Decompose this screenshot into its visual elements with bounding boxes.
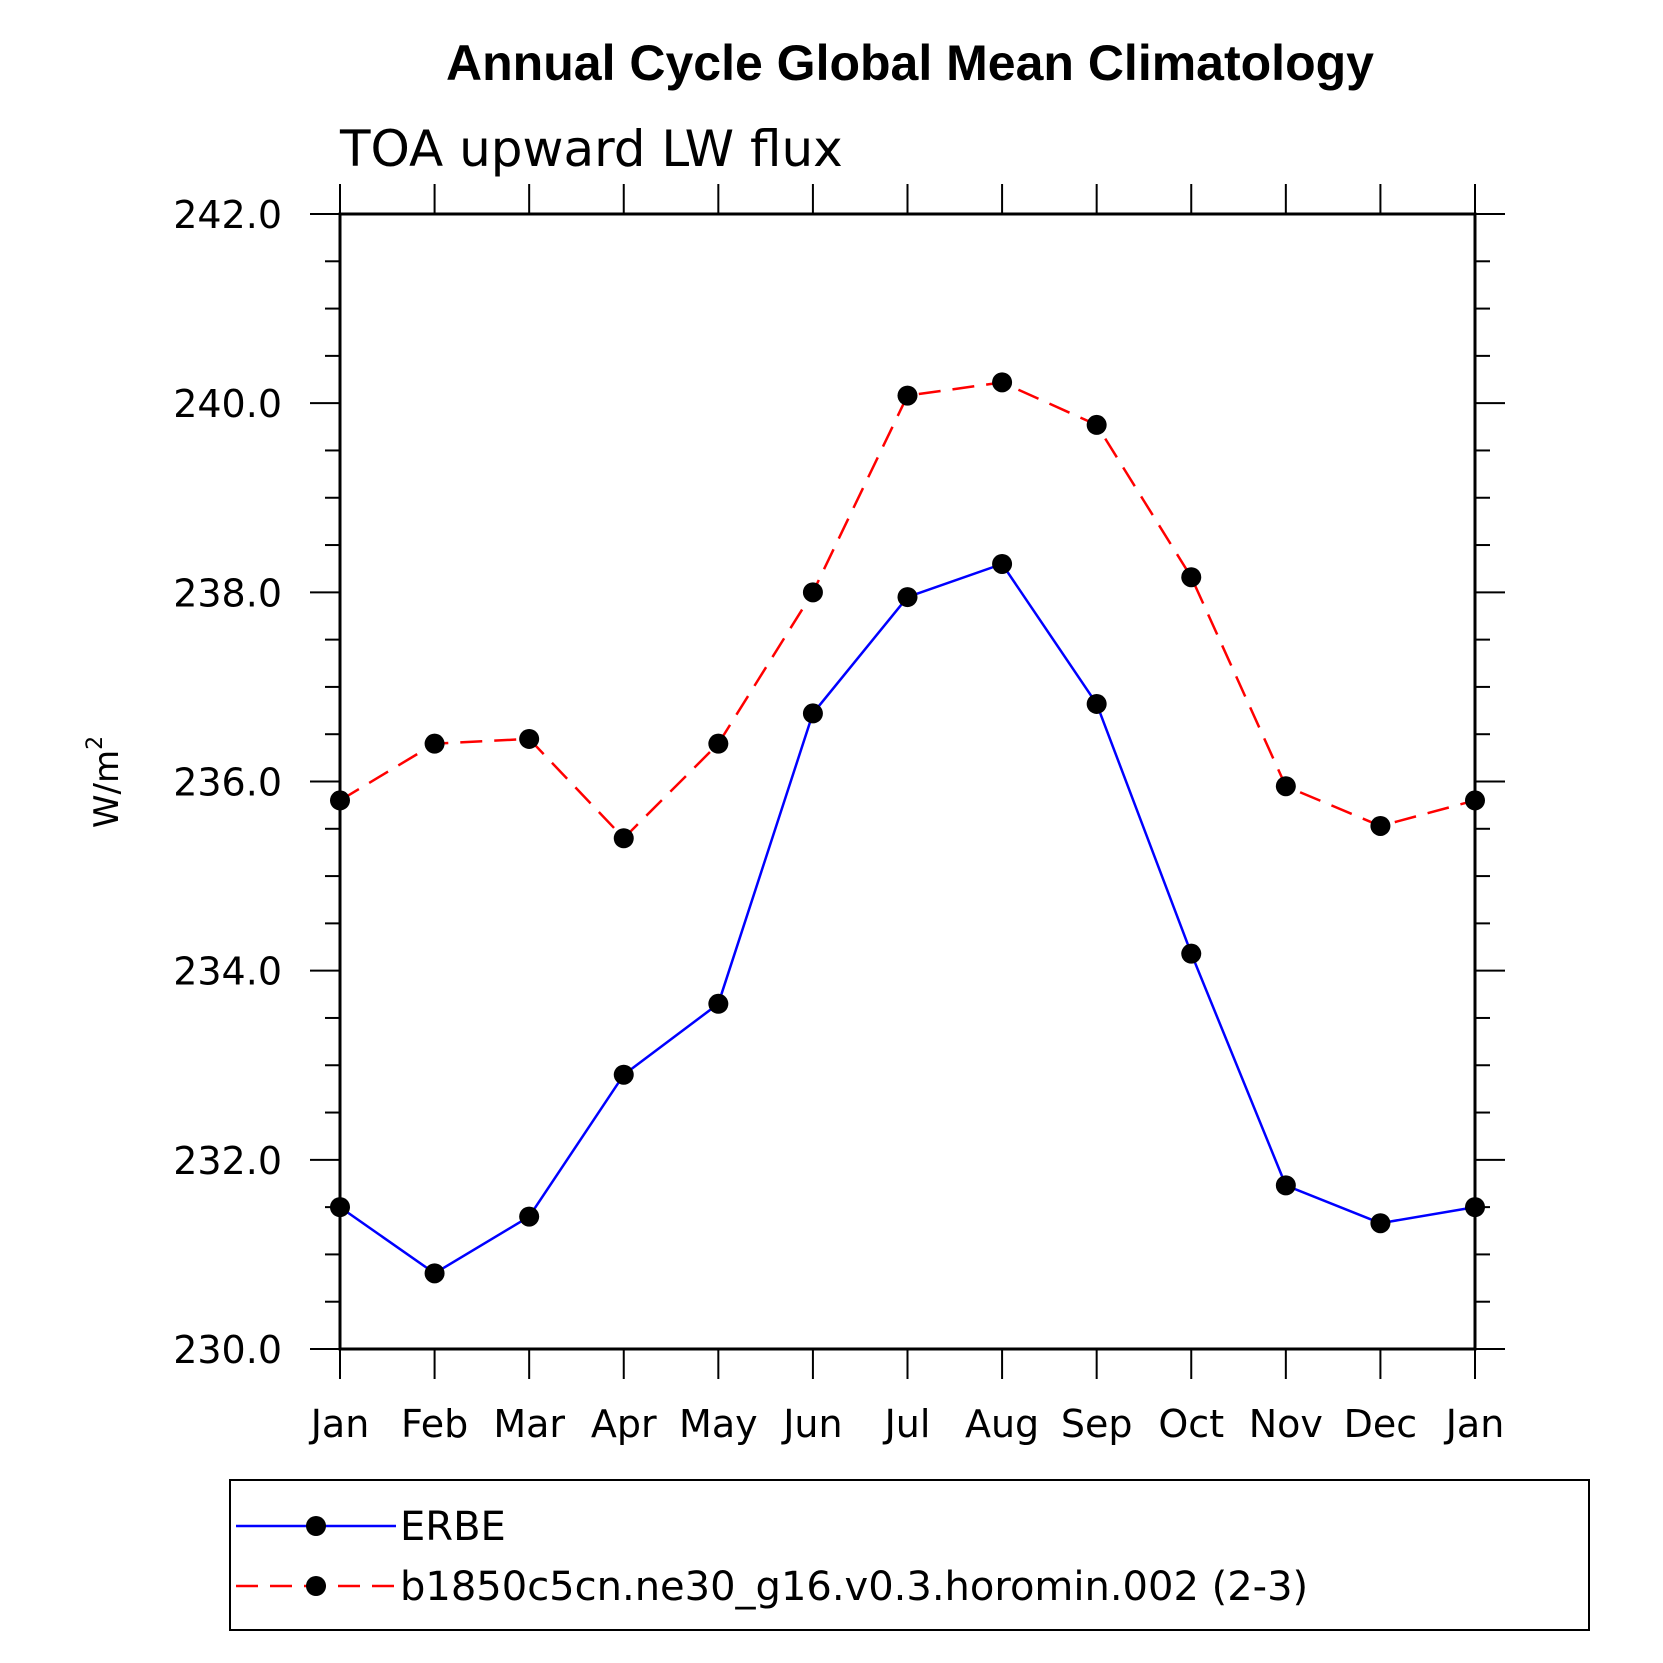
x-tick-label: Jun xyxy=(781,1402,842,1446)
legend-label-1: b1850c5cn.ne30_g16.v0.3.horomin.002 (2-3… xyxy=(400,1564,1308,1610)
series-0-point xyxy=(708,993,729,1014)
x-tick-label: Feb xyxy=(401,1402,468,1446)
series-0-point xyxy=(1086,693,1107,714)
legend-label-0: ERBE xyxy=(400,1504,506,1550)
series-1-point xyxy=(708,733,729,754)
series-1-point xyxy=(1181,567,1202,588)
series-1-point xyxy=(1465,790,1485,811)
x-tick-labels: Jan Feb Mar Apr May Jun Jul Aug Sep Oct Nov Dec Jan xyxy=(309,1402,1505,1446)
y-axis-label-text: W/m xyxy=(87,750,127,828)
x-tick-label: Apr xyxy=(591,1402,657,1446)
plot-frame xyxy=(338,212,1477,1351)
y-tick-label: 234.0 xyxy=(173,950,282,994)
series-line-1 xyxy=(339,381,1476,840)
legend-marker-1 xyxy=(306,1576,326,1596)
series-0-point xyxy=(802,703,823,724)
series-0-point xyxy=(1181,943,1202,964)
series-1-point xyxy=(613,828,634,849)
legend: ERBE b1850c5cn.ne30_g16.v0.3.horomin.002 … xyxy=(229,1479,1590,1631)
chart-subtitle: TOA upward LW flux xyxy=(339,120,843,178)
legend-box xyxy=(229,1479,1590,1631)
series-line-0 xyxy=(339,562,1476,1275)
x-tick-label: Aug xyxy=(965,1402,1039,1446)
y-axis-label: W/m2 xyxy=(83,736,127,828)
series-0-point xyxy=(1275,1175,1296,1196)
legend-marker-0 xyxy=(306,1516,326,1536)
series-0-point xyxy=(424,1263,445,1284)
chart-title: Annual Cycle Global Mean Climatology xyxy=(446,35,1374,91)
y-tick-label: 238.0 xyxy=(173,571,282,615)
series-layer xyxy=(330,372,1485,1284)
series-1-point xyxy=(1370,815,1391,836)
y-tick-label: 236.0 xyxy=(173,761,282,805)
x-tick-label: Oct xyxy=(1158,1402,1224,1446)
x-tick-label: Dec xyxy=(1344,1402,1418,1446)
x-tick-label: Jan xyxy=(1444,1402,1505,1446)
axis-ticks xyxy=(310,184,1505,1379)
series-0-point xyxy=(1370,1213,1391,1234)
y-tick-label: 242.0 xyxy=(173,193,282,237)
series-1-point xyxy=(424,733,445,754)
series-1-point xyxy=(519,728,540,749)
series-0-point xyxy=(992,553,1013,574)
series-1-point xyxy=(992,372,1013,393)
x-tick-label: Mar xyxy=(493,1402,565,1446)
y-tick-label: 230.0 xyxy=(173,1328,282,1372)
series-1-point xyxy=(1086,414,1107,435)
x-tick-label: Jan xyxy=(309,1402,370,1446)
series-0-point xyxy=(613,1064,634,1085)
series-0-point xyxy=(897,587,918,608)
series-1-point xyxy=(897,385,918,406)
series-1-point xyxy=(330,790,350,811)
x-tick-label: May xyxy=(679,1402,758,1446)
series-1-point xyxy=(1275,776,1296,797)
series-1-point xyxy=(802,582,823,603)
series-0-point xyxy=(330,1197,350,1218)
x-tick-label: Nov xyxy=(1249,1402,1323,1446)
x-tick-label: Jul xyxy=(883,1402,931,1446)
x-tick-label: Sep xyxy=(1061,1402,1133,1446)
y-tick-label: 240.0 xyxy=(173,382,282,426)
y-axis-label-superscript: 2 xyxy=(83,736,108,750)
y-tick-label: 232.0 xyxy=(173,1139,282,1183)
series-0-point xyxy=(519,1206,540,1227)
y-tick-labels: 230.0 232.0 234.0 236.0 238.0 240.0 242.0 xyxy=(173,193,282,1372)
series-0-point xyxy=(1465,1197,1485,1218)
